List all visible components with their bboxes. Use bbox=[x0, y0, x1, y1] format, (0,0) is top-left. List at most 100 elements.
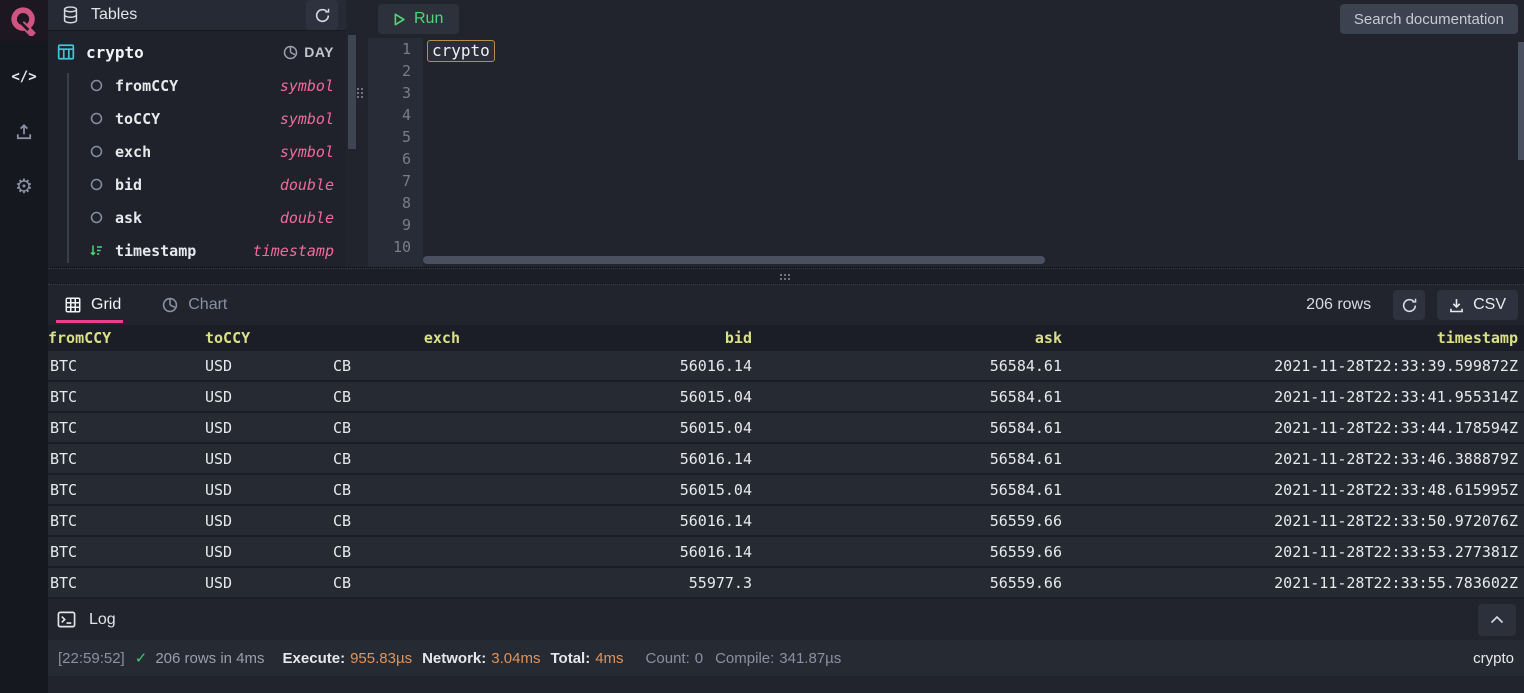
tree-column-row[interactable]: toCCY symbol bbox=[48, 102, 346, 135]
cell-fromccy: BTC bbox=[50, 542, 78, 561]
code-editor[interactable]: 1 2 3 4 5 6 7 bbox=[368, 38, 1524, 267]
scratchpad-code-icon[interactable]: </> bbox=[11, 69, 37, 85]
column-circle-icon bbox=[90, 178, 103, 191]
tree-column-row[interactable]: ask double bbox=[48, 201, 346, 234]
log-metric: Execute: 955.83µs bbox=[283, 650, 417, 667]
editor-column: Run Search documentation 1 2 3 bbox=[368, 0, 1524, 267]
grid-data-row[interactable]: BTC USD CB 56016.14 56559.66 2021-11-28T… bbox=[48, 506, 1524, 535]
cell-toccy: USD bbox=[205, 356, 233, 375]
terminal-icon bbox=[57, 611, 76, 628]
tree-column-row[interactable]: bid double bbox=[48, 168, 346, 201]
download-csv-button[interactable]: CSV bbox=[1437, 290, 1518, 320]
cell-toccy: USD bbox=[205, 449, 233, 468]
line-number: 3 bbox=[401, 84, 411, 102]
table-icon bbox=[57, 44, 75, 60]
grid-data-row[interactable]: BTC USD CB 55977.3 56559.66 2021-11-28T2… bbox=[48, 568, 1524, 597]
log-title: Log bbox=[89, 610, 116, 628]
metric-value: 955.83µs bbox=[350, 649, 413, 667]
editor-toolbar: Run Search documentation bbox=[368, 0, 1524, 38]
cell-bid: 56016.14 bbox=[679, 511, 752, 530]
refresh-results-button[interactable] bbox=[1393, 290, 1426, 320]
line-number: 2 bbox=[401, 62, 411, 80]
line-number: 8 bbox=[401, 194, 411, 212]
grid-column-header[interactable]: toCCY bbox=[205, 329, 251, 347]
grid-data-row[interactable]: BTC USD CB 56016.14 56584.61 2021-11-28T… bbox=[48, 351, 1524, 380]
cell-bid: 56015.04 bbox=[679, 480, 752, 499]
grid-data-row[interactable]: BTC USD CB 56015.04 56584.61 2021-11-28T… bbox=[48, 382, 1524, 411]
cell-bid: 56016.14 bbox=[679, 356, 752, 375]
line-number: 5 bbox=[401, 128, 411, 146]
grid-icon bbox=[65, 297, 81, 313]
grid-column-header[interactable]: bid bbox=[724, 329, 752, 347]
collapse-log-button[interactable] bbox=[1478, 603, 1516, 636]
refresh-icon bbox=[1402, 298, 1416, 312]
metric-label: Network: bbox=[422, 649, 487, 667]
tree-columns: fromCCY symbol bbox=[48, 69, 346, 267]
cell-fromccy: BTC bbox=[50, 480, 78, 499]
cell-ask: 56584.61 bbox=[989, 480, 1062, 499]
cell-ask: 56559.66 bbox=[989, 573, 1062, 592]
grid-data-row[interactable]: BTC USD CB 56016.14 56559.66 2021-11-28T… bbox=[48, 537, 1524, 566]
log-footer bbox=[48, 676, 1524, 693]
tree-column-row[interactable]: timestamp timestamp bbox=[48, 234, 346, 267]
cell-timestamp: 2021-11-28T22:33:50.972076Z bbox=[1274, 511, 1518, 530]
cell-timestamp: 2021-11-28T22:33:46.388879Z bbox=[1274, 449, 1518, 468]
tab-chart[interactable]: Chart bbox=[145, 285, 237, 325]
success-check-icon: ✓ bbox=[134, 650, 148, 667]
results-grid: fromCCY toCCY exch bid ask timestamp bbox=[48, 325, 1524, 599]
grid-column-header[interactable]: timestamp bbox=[1436, 329, 1518, 347]
column-name: fromCCY bbox=[115, 76, 179, 95]
chevron-up-icon bbox=[1490, 615, 1504, 624]
tree-column-row[interactable]: fromCCY symbol bbox=[48, 69, 346, 102]
tables-panel-scrollbar[interactable] bbox=[348, 35, 356, 149]
row-count-label: 206 rows bbox=[1306, 296, 1372, 313]
settings-gear-icon[interactable]: ⚙ bbox=[15, 176, 33, 198]
tree-column-row[interactable]: exch symbol bbox=[48, 135, 346, 168]
database-icon bbox=[63, 6, 78, 24]
grid-column-header[interactable]: fromCCY bbox=[48, 329, 112, 347]
code-token-crypto[interactable]: crypto bbox=[427, 40, 495, 62]
tree-table-crypto[interactable]: crypto DAY bbox=[48, 35, 346, 69]
cell-bid: 55977.3 bbox=[688, 573, 752, 592]
column-type: double bbox=[279, 208, 334, 227]
column-circle-icon bbox=[90, 211, 103, 224]
grid-data-row[interactable]: BTC USD CB 56016.14 56584.61 2021-11-28T… bbox=[48, 444, 1524, 473]
refresh-tables-button[interactable] bbox=[306, 0, 338, 30]
cell-ask: 56584.61 bbox=[989, 449, 1062, 468]
column-name: bid bbox=[115, 175, 143, 194]
line-number: 10 bbox=[392, 238, 411, 256]
horizontal-splitter[interactable] bbox=[48, 268, 1524, 285]
grid-column-header[interactable]: ask bbox=[1034, 329, 1062, 347]
editor-vertical-scrollbar[interactable] bbox=[1518, 42, 1524, 160]
code-area[interactable]: crypto bbox=[423, 38, 1524, 267]
cell-toccy: USD bbox=[205, 387, 233, 406]
tab-grid[interactable]: Grid bbox=[48, 285, 131, 325]
grid-column-header[interactable]: exch bbox=[423, 329, 460, 347]
refresh-icon bbox=[315, 8, 329, 22]
log-entry-row[interactable]: [22:59:52] ✓ 206 rows in 4ms Execute: 95… bbox=[48, 640, 1524, 676]
stat-label: Count: bbox=[645, 649, 690, 667]
schema-tree: crypto DAY bbox=[48, 31, 346, 267]
stat-label: Compile: bbox=[715, 649, 775, 667]
partition-badge: DAY bbox=[283, 44, 334, 60]
grid-data-row[interactable]: BTC USD CB 56015.04 56584.61 2021-11-28T… bbox=[48, 475, 1524, 504]
line-number: 1 bbox=[401, 40, 411, 58]
vertical-splitter[interactable] bbox=[346, 0, 368, 267]
cell-timestamp: 2021-11-28T22:33:41.955314Z bbox=[1274, 387, 1518, 406]
search-documentation-button[interactable]: Search documentation bbox=[1339, 4, 1518, 34]
column-circle-icon bbox=[90, 145, 103, 158]
stat-value: 0 bbox=[694, 649, 704, 667]
editor-horizontal-scrollbar[interactable] bbox=[423, 256, 1045, 264]
publish-upload-icon[interactable] bbox=[0, 110, 48, 154]
kx-logo-icon[interactable] bbox=[0, 0, 48, 41]
tree-indent-guide bbox=[67, 73, 69, 263]
cell-ask: 56559.66 bbox=[989, 542, 1062, 561]
pie-chart-icon bbox=[163, 297, 178, 313]
run-button[interactable]: Run bbox=[378, 4, 460, 34]
cell-toccy: USD bbox=[205, 511, 233, 530]
splitter-drag-handle-icon bbox=[357, 88, 365, 100]
grid-data-row[interactable]: BTC USD CB 56015.04 56584.61 2021-11-28T… bbox=[48, 413, 1524, 442]
tab-chart-label: Chart bbox=[188, 296, 228, 313]
line-number: 6 bbox=[401, 150, 411, 168]
cell-timestamp: 2021-11-28T22:33:53.277381Z bbox=[1274, 542, 1518, 561]
